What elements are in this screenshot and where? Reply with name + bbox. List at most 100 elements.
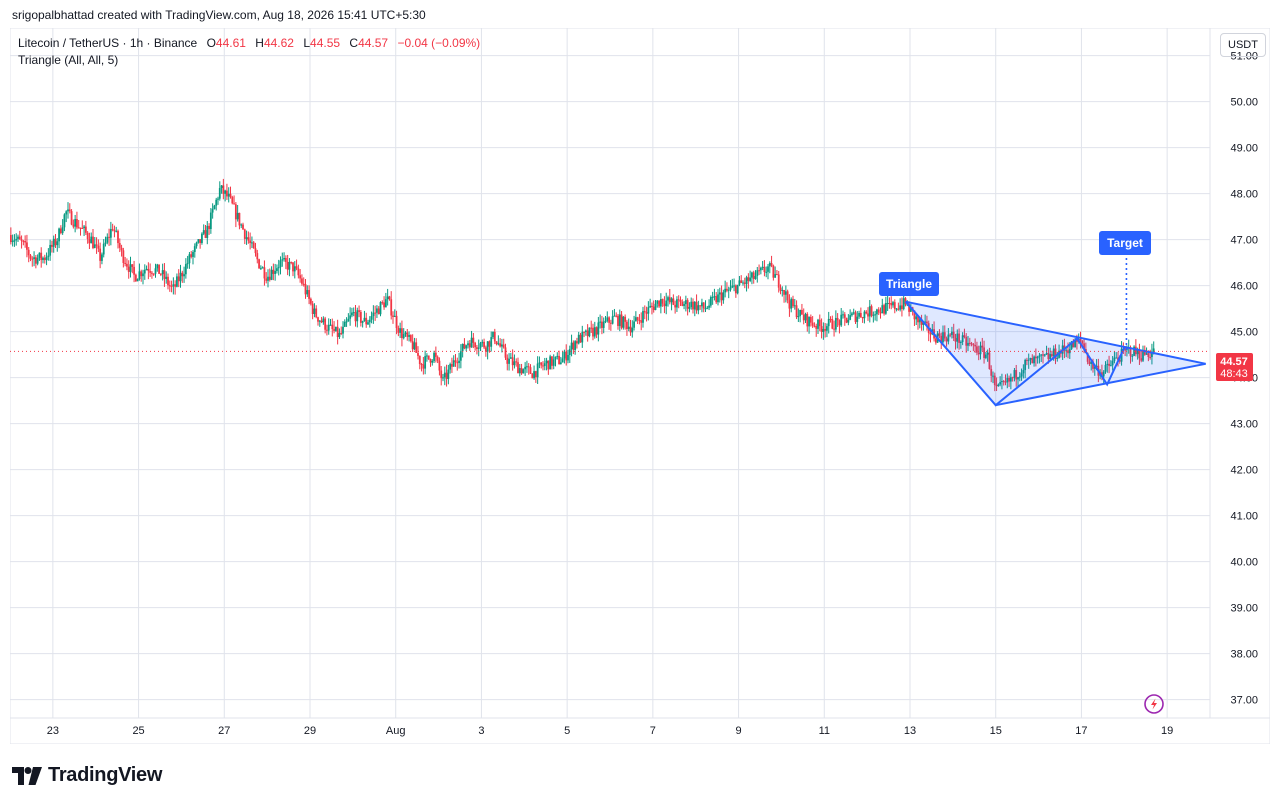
candle-body [888, 303, 891, 305]
candle-body [92, 236, 94, 248]
candle-body [354, 312, 357, 322]
candle-body [536, 363, 539, 378]
candle-body [384, 299, 387, 308]
candle-body [599, 321, 602, 323]
currency-unit-button[interactable]: USDT [1220, 33, 1266, 57]
candle-body [452, 360, 455, 367]
price-chart[interactable]: 37.0038.0039.0040.0041.0042.0043.0044.00… [10, 28, 1270, 744]
candle-body [1145, 353, 1148, 355]
tradingview-logo[interactable]: TradingView [12, 764, 162, 787]
candle-body [218, 188, 221, 199]
candle-body [674, 304, 677, 308]
candle-body [790, 298, 793, 309]
candle-body [520, 368, 523, 374]
candle-body [547, 360, 550, 370]
candle-body [467, 343, 469, 346]
candle-body [359, 312, 362, 323]
candle-body [827, 318, 830, 327]
candle-body [1024, 359, 1027, 371]
candle-body [904, 298, 907, 305]
lightning-icon[interactable] [1144, 694, 1164, 714]
candle-body [152, 273, 155, 275]
candle-body [256, 253, 259, 260]
triangle-label[interactable]: Triangle [879, 272, 939, 296]
candle-body [24, 241, 27, 243]
candle-body [997, 384, 1000, 387]
candle-body [142, 273, 144, 277]
candle-body [1027, 359, 1030, 361]
candle-body [574, 341, 577, 350]
candle-body [595, 327, 598, 335]
candle-body [177, 276, 180, 282]
candle-body [722, 292, 725, 301]
candle-body [1070, 341, 1073, 350]
high-label: H [255, 36, 264, 50]
candle-body [976, 346, 978, 353]
candle-body [743, 282, 746, 284]
candle-body [676, 299, 678, 308]
candle-body [852, 312, 855, 314]
low-value: 44.55 [310, 36, 341, 50]
candle-body [429, 359, 432, 363]
candle-body [1113, 357, 1116, 361]
candle-body [1092, 361, 1094, 369]
candle-body [43, 257, 46, 261]
candle-body [1076, 340, 1078, 342]
time-axis[interactable]: 23 25 27 29 Aug 3 5 7 9 11 13 15 17 19 [47, 725, 1174, 737]
candle-body [638, 320, 641, 322]
candle-body [965, 336, 968, 346]
candle-body [1136, 350, 1139, 355]
candle-body [13, 240, 16, 242]
candle-body [843, 314, 846, 318]
candle-body [358, 310, 360, 313]
candle-body [545, 360, 548, 364]
candle-body [779, 287, 782, 291]
candle-body [759, 267, 762, 271]
symbol-name[interactable]: Litecoin / TetherUS · 1h · Binance [18, 36, 198, 50]
candle-body [108, 236, 110, 238]
high-value: 44.62 [263, 36, 294, 50]
candle-body [633, 321, 635, 328]
candle-body [1083, 343, 1085, 349]
candle-body [167, 276, 169, 286]
candle-body [981, 345, 984, 348]
candle-body [934, 338, 937, 343]
candle-body [831, 319, 834, 329]
candle-body [199, 239, 202, 243]
candle-body [318, 320, 321, 322]
candle-body [99, 248, 102, 261]
candle-body [176, 276, 178, 287]
candle-body [661, 299, 664, 304]
candle-body [1149, 356, 1152, 358]
candle-body [647, 307, 650, 314]
candle-body [418, 355, 421, 364]
candle-body [1068, 349, 1071, 354]
indicator-row[interactable]: Triangle (All, All, 5) [18, 53, 119, 67]
candle-body [881, 305, 884, 314]
candle-body [26, 242, 28, 250]
candle-body [188, 254, 191, 264]
candle-body [127, 266, 130, 272]
candle-body [272, 269, 275, 274]
candle-body [279, 260, 282, 268]
candle-body [558, 355, 560, 364]
candle-body [656, 300, 659, 304]
candle-body [1138, 350, 1141, 359]
candle-body [295, 266, 298, 269]
candle-body [784, 291, 787, 295]
candle-body [476, 347, 478, 349]
candle-body [683, 304, 685, 306]
candle-body [1152, 348, 1155, 352]
candle-body [1047, 353, 1050, 360]
candle-body [995, 385, 998, 387]
candle-body [993, 375, 996, 386]
candle-body [115, 230, 118, 232]
candle-body [1134, 346, 1137, 355]
candle-body [1104, 364, 1107, 372]
candle-body [788, 300, 791, 309]
candle-body [967, 342, 969, 346]
triangle-pattern[interactable] [904, 243, 1206, 407]
candle-body [895, 308, 898, 310]
candle-body [309, 298, 312, 304]
target-label[interactable]: Target [1099, 231, 1151, 255]
